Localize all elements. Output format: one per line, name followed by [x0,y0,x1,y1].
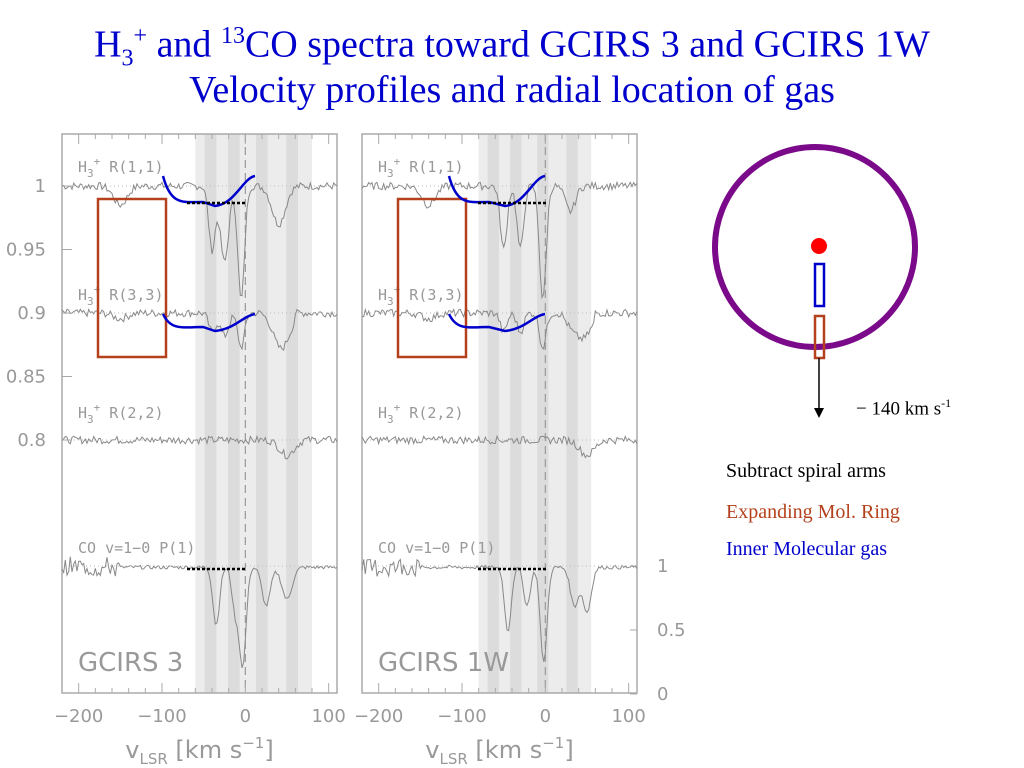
galactic-center-dot [811,238,827,254]
x-axis-label: vLSR [km s−1] [125,734,273,768]
panel-gcirs3: vLSR [km s−1] H3+ R(1,1) H3+ R(3,3) H3+ R(2… [61,133,637,768]
velocity-band-stripe [510,134,522,693]
page-subtitle: Velocity profiles and radial location of… [189,69,835,111]
spectrum-line [362,307,638,350]
inner-gas-profile-curve [161,312,256,333]
panel-gcirs1w: vLSR [km s−1] H3+ R(1,1) H3+ R(3,3) H3+ R(2… [361,133,638,768]
spectrum-label: H3+ R(3,3) [78,283,164,308]
title-h-sub: 3 [121,45,134,72]
spectrum-line [361,180,638,300]
spectrum-label: H3+ R(1,1) [78,155,164,180]
x-tick-label: −200 [354,706,403,727]
y-tick-label: 1 [35,176,46,197]
legend-spiral-arms: Subtract spiral arms [726,460,886,482]
plot-frame [61,133,338,694]
legend-inner-gas: Inner Molecular gas [726,538,888,560]
inner-gas-profile-curve [447,312,546,333]
ring-gas-location [813,314,826,360]
title-h-sup: + [133,23,148,49]
spectrum-label: H3+ R(1,1) [378,155,464,180]
x-tick-label: 0 [240,706,251,727]
spectrum-label: H3+ R(2,2) [78,401,164,426]
spectrum-line [61,307,338,351]
velocity-band-stripe [286,134,298,693]
velocity-arrowhead [814,408,824,418]
velocity-band-stripe [566,134,578,693]
y-tick-label: 0.9 [17,303,46,324]
expanding-ring-box [396,197,468,359]
spectrum-line [61,181,338,297]
spectrum-line [61,434,338,460]
y-tick-label: 0.8 [17,430,46,451]
spectrum-label: CO v=1−0 P(1) [78,539,195,557]
x-tick-label: −100 [437,706,486,727]
x-tick-label: 100 [311,706,345,727]
title-h: H [94,23,122,66]
x-tick-label: −200 [54,706,103,727]
x-tick-label: 100 [611,706,645,727]
velocity-text: − 140 km s [856,398,942,420]
title-and: and [147,23,221,66]
legend-expanding-ring: Expanding Mol. Ring [726,501,900,523]
spectrum-line [361,558,638,662]
source-label: GCIRS 3 [78,648,183,678]
radial-diagram [712,144,918,418]
source-label: GCIRS 1W [378,648,509,678]
x-tick-label: −100 [137,706,186,727]
y-tick-label: 0.85 [6,367,46,388]
title-rest: CO spectra toward GCIRS 3 and GCIRS 1W [244,23,930,66]
velocity-label: − 140 km s-1 [856,396,951,420]
page-title: H3+ and 13CO spectra toward GCIRS 3 and … [0,14,1024,80]
spectrum-label: H3+ R(2,2) [378,401,464,426]
spectrum-label: CO v=1−0 P(1) [378,539,495,557]
velocity-sup: -1 [941,396,952,410]
velocity-band-stripe [204,134,217,693]
velocity-band-stripe [228,134,240,693]
velocity-band-stripe [487,134,499,693]
x-axis-label: vLSR [km s−1] [425,734,573,768]
spectrum-line [361,434,638,459]
x-tick-label: 0 [540,706,551,727]
y-tick-right-label: 0.5 [657,620,686,641]
spectrum-line [61,556,338,669]
y-tick-right-label: 0 [657,684,668,705]
y-tick-right-label: 1 [657,556,668,577]
plot-frame [361,133,638,694]
title-isotope: 13 [220,23,245,49]
velocity-band-stripe [537,134,549,693]
spectrum-label: H3+ R(3,3) [378,283,464,308]
inner-gas-profile-curve [447,174,546,208]
expanding-ring-box [96,197,168,359]
inner-gas-location [813,262,826,308]
velocity-band-stripe [256,134,268,693]
y-tick-label: 0.95 [6,240,46,261]
